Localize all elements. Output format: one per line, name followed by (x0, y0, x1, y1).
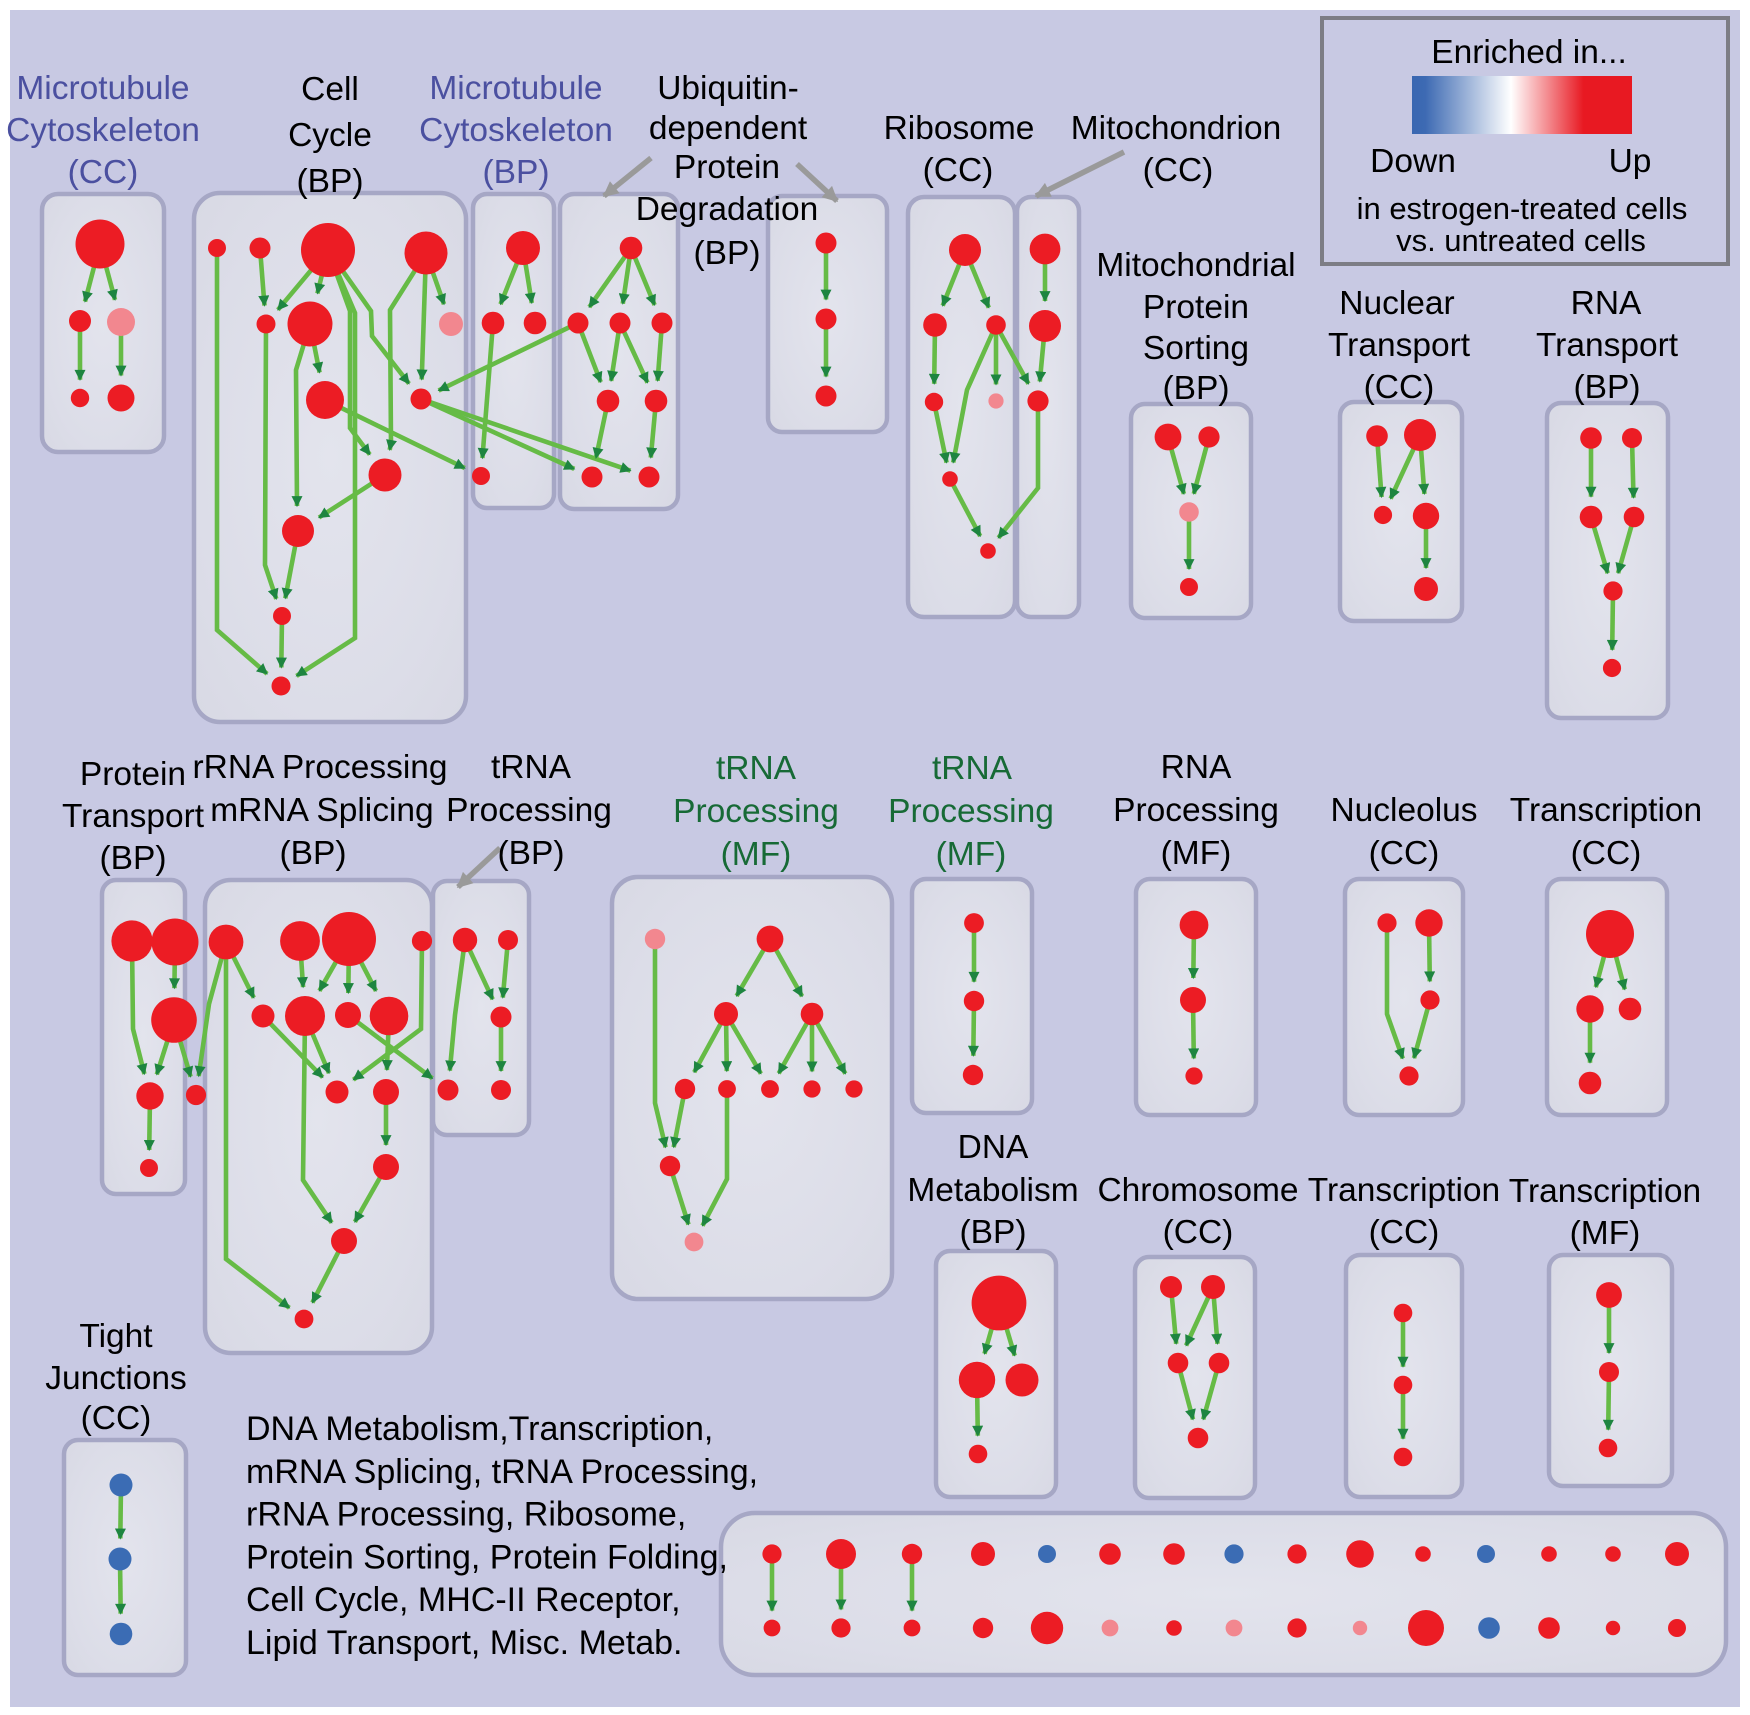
svg-text:Metabolism: Metabolism (907, 1172, 1078, 1209)
svg-text:Chromosome: Chromosome (1097, 1172, 1298, 1209)
svg-text:rRNA Processing, Ribosome,: rRNA Processing, Ribosome, (246, 1496, 686, 1534)
svg-text:tRNA: tRNA (716, 750, 797, 787)
svg-text:Microtubule: Microtubule (16, 70, 189, 107)
svg-text:Lipid Transport, Misc. Metab.: Lipid Transport, Misc. Metab. (246, 1624, 683, 1662)
svg-text:Transcription: Transcription (1510, 792, 1702, 829)
svg-text:(BP): (BP) (694, 235, 761, 272)
svg-text:(CC): (CC) (1369, 835, 1440, 872)
svg-text:tRNA: tRNA (932, 750, 1013, 787)
svg-text:(BP): (BP) (297, 163, 364, 200)
svg-text:dependent: dependent (649, 110, 808, 147)
svg-text:(CC): (CC) (68, 154, 139, 191)
svg-text:Degradation: Degradation (636, 191, 819, 228)
svg-text:Mitochondrion: Mitochondrion (1071, 110, 1281, 147)
svg-text:(MF): (MF) (1570, 1215, 1641, 1252)
svg-text:DNA Metabolism,Transcription,: DNA Metabolism,Transcription, (246, 1410, 713, 1448)
svg-text:Cell: Cell (301, 71, 359, 108)
svg-text:rRNA Processing: rRNA Processing (192, 749, 447, 786)
svg-text:(MF): (MF) (1161, 835, 1232, 872)
svg-text:Protein: Protein (674, 149, 780, 186)
svg-text:Transcription: Transcription (1509, 1173, 1701, 1210)
svg-text:Cytoskeleton: Cytoskeleton (6, 112, 200, 149)
svg-text:tRNA: tRNA (491, 749, 572, 786)
svg-text:Transcription: Transcription (1308, 1172, 1500, 1209)
svg-text:Nuclear: Nuclear (1339, 285, 1454, 322)
svg-text:Sorting: Sorting (1143, 330, 1249, 367)
svg-text:Mitochondrial: Mitochondrial (1096, 247, 1295, 284)
svg-text:Microtubule: Microtubule (429, 70, 602, 107)
svg-text:Transport: Transport (1536, 327, 1679, 364)
svg-text:Ribosome: Ribosome (884, 110, 1035, 147)
svg-text:Cell Cycle, MHC-II Receptor,: Cell Cycle, MHC-II Receptor, (246, 1581, 681, 1619)
svg-text:mRNA Splicing: mRNA Splicing (210, 792, 433, 829)
svg-text:Cycle: Cycle (288, 117, 372, 154)
svg-text:(BP): (BP) (483, 154, 550, 191)
svg-text:vs. untreated cells: vs. untreated cells (1396, 223, 1646, 258)
svg-text:RNA: RNA (1161, 749, 1232, 786)
svg-text:Transport: Transport (1328, 327, 1471, 364)
svg-text:(CC): (CC) (1369, 1214, 1440, 1251)
svg-text:(BP): (BP) (498, 835, 565, 872)
svg-text:(CC): (CC) (1364, 369, 1435, 406)
svg-text:Processing: Processing (673, 793, 839, 830)
svg-text:Processing: Processing (888, 793, 1054, 830)
svg-text:(CC): (CC) (923, 152, 994, 189)
svg-text:Protein: Protein (1143, 289, 1249, 326)
svg-text:Transport: Transport (62, 798, 205, 835)
svg-text:Junctions: Junctions (45, 1360, 187, 1397)
svg-text:Tight: Tight (79, 1318, 153, 1355)
svg-text:(MF): (MF) (936, 836, 1007, 873)
svg-text:RNA: RNA (1571, 285, 1642, 322)
svg-text:mRNA Splicing, tRNA Processing: mRNA Splicing, tRNA Processing, (246, 1453, 758, 1491)
svg-text:Protein: Protein (80, 756, 186, 793)
svg-text:(CC): (CC) (1571, 835, 1642, 872)
svg-text:DNA: DNA (958, 1129, 1029, 1166)
svg-text:Up: Up (1609, 143, 1652, 180)
svg-text:(MF): (MF) (721, 836, 792, 873)
svg-text:(BP): (BP) (280, 835, 347, 872)
svg-text:(CC): (CC) (81, 1400, 152, 1437)
svg-text:Cytoskeleton: Cytoskeleton (419, 112, 613, 149)
svg-text:(BP): (BP) (100, 840, 167, 877)
svg-text:Down: Down (1370, 143, 1456, 180)
svg-text:Nucleolus: Nucleolus (1330, 792, 1477, 829)
svg-text:in estrogen-treated cells: in estrogen-treated cells (1357, 191, 1688, 226)
svg-text:Processing: Processing (1113, 792, 1279, 829)
svg-text:Processing: Processing (446, 792, 612, 829)
svg-text:(BP): (BP) (1163, 370, 1230, 407)
svg-text:Protein Sorting, Protein Foldi: Protein Sorting, Protein Folding, (246, 1538, 728, 1576)
svg-text:(CC): (CC) (1163, 1214, 1234, 1251)
svg-text:Ubiquitin-: Ubiquitin- (657, 70, 799, 107)
svg-text:(BP): (BP) (960, 1214, 1027, 1251)
svg-text:Enriched in...: Enriched in... (1431, 34, 1627, 71)
svg-text:(CC): (CC) (1143, 152, 1214, 189)
svg-text:(BP): (BP) (1574, 369, 1641, 406)
